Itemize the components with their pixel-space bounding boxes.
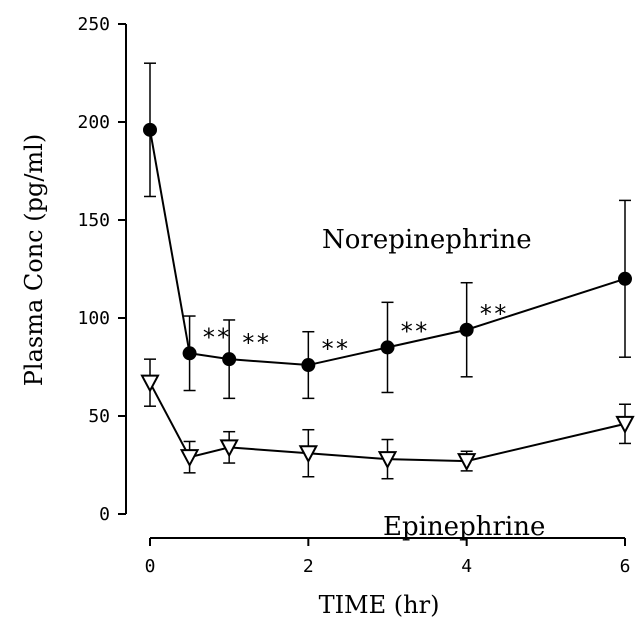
data-point-epinephrine [377, 451, 398, 470]
data-point-norepinephrine [182, 346, 197, 361]
data-point-norepinephrine [143, 122, 157, 137]
significance-marker: ** [320, 335, 349, 363]
series-label-norepinephrine: Norepinephrine [322, 225, 532, 255]
axes: 0 50 100 150 200 250 0 2 4 6 [77, 14, 630, 577]
y-tick-label: 200 [77, 112, 110, 133]
significance-marker: * [637, 249, 639, 277]
y-tick-label: 150 [77, 210, 110, 231]
data-point-norepinephrine [301, 358, 316, 373]
data-point-norepinephrine [222, 352, 237, 367]
data-point-norepinephrine [459, 322, 474, 337]
x-axis-title: TIME (hr) [319, 591, 440, 619]
data-point-norepinephrine [618, 271, 632, 286]
series-label-epinephrine: Epinephrine [383, 512, 545, 542]
data-point-epinephrine [615, 415, 635, 434]
x-tick-label: 0 [145, 556, 156, 577]
series-epinephrine [140, 358, 635, 480]
significance-marker: ** [479, 300, 508, 328]
significance-marker: ** [400, 317, 429, 345]
series-norepinephrine: *********** [143, 62, 639, 400]
data-point-epinephrine [456, 453, 477, 472]
significance-marker: ** [202, 323, 231, 351]
data-point-epinephrine [140, 374, 160, 393]
data-point-epinephrine [298, 445, 319, 464]
data-point-epinephrine [219, 439, 239, 458]
y-tick-label: 100 [77, 308, 110, 329]
y-tick-label: 250 [77, 14, 110, 35]
data-point-epinephrine [179, 449, 200, 468]
series-layer: *********** [140, 62, 639, 480]
y-axis-title: Plasma Conc (pg/ml) [20, 134, 48, 386]
y-tick-label: 0 [99, 504, 110, 525]
data-point-norepinephrine [380, 340, 395, 355]
y-tick-label: 50 [88, 406, 110, 427]
x-tick-label: 4 [461, 556, 472, 577]
significance-marker: ** [241, 329, 270, 357]
x-tick-label: 2 [303, 556, 314, 577]
x-tick-label: 6 [620, 556, 631, 577]
